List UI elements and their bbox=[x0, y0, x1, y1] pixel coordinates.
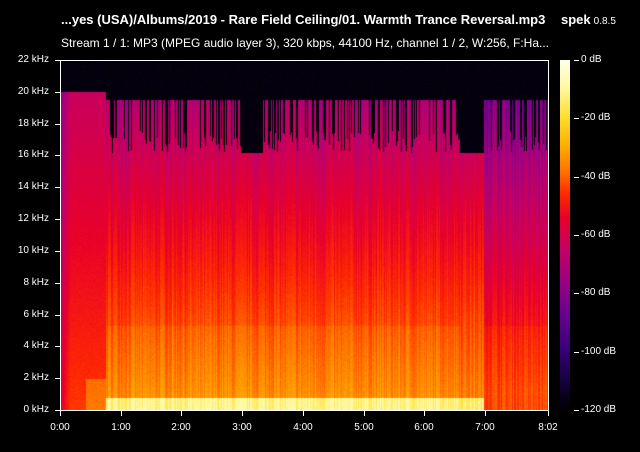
colorbar-tick bbox=[574, 235, 579, 236]
y-tick bbox=[55, 155, 60, 156]
file-title: ...yes (USA)/Albums/2019 - Rare Field Ce… bbox=[61, 12, 546, 27]
x-tick bbox=[242, 411, 243, 416]
colorbar bbox=[560, 60, 570, 411]
y-tick bbox=[55, 92, 60, 93]
colorbar-tick bbox=[574, 352, 579, 353]
y-tick-label: 10 kHz bbox=[17, 245, 49, 256]
stream-info: Stream 1 / 1: MP3 (MPEG audio layer 3), … bbox=[61, 36, 550, 50]
y-tick-label: 18 kHz bbox=[17, 118, 49, 129]
y-tick bbox=[55, 124, 60, 125]
y-tick bbox=[55, 187, 60, 188]
x-tick-label: 0:00 bbox=[50, 422, 70, 433]
colorbar-tick-label: -120 dB bbox=[581, 404, 617, 415]
spectrogram-plot bbox=[60, 60, 549, 411]
y-tick-label: 12 kHz bbox=[17, 213, 49, 224]
y-tick-label: 16 kHz bbox=[17, 149, 49, 160]
y-tick bbox=[55, 315, 60, 316]
y-tick-label: 4 kHz bbox=[23, 340, 49, 351]
title-bar: ...yes (USA)/Albums/2019 - Rare Field Ce… bbox=[0, 12, 640, 30]
y-tick-label: 14 kHz bbox=[17, 181, 49, 192]
x-tick-label: 8:02 bbox=[538, 422, 558, 433]
colorbar-tick bbox=[574, 60, 579, 61]
colorbar-tick bbox=[574, 177, 579, 178]
colorbar-tick-label: 0 dB bbox=[581, 54, 602, 65]
x-tick-label: 2:00 bbox=[171, 422, 191, 433]
y-tick-label: 0 kHz bbox=[23, 404, 49, 415]
x-tick-label: 3:00 bbox=[232, 422, 252, 433]
y-tick-label: 20 kHz bbox=[17, 86, 49, 97]
x-tick-label: 1:00 bbox=[111, 422, 131, 433]
colorbar-tick-label: -40 dB bbox=[581, 171, 611, 182]
x-tick bbox=[548, 411, 549, 416]
y-tick-label: 6 kHz bbox=[23, 309, 49, 320]
x-tick bbox=[60, 411, 61, 416]
y-tick bbox=[55, 219, 60, 220]
y-tick bbox=[55, 410, 60, 411]
app-label: spek 0.8.5 bbox=[561, 12, 616, 27]
y-tick bbox=[55, 346, 60, 347]
colorbar-tick-label: -80 dB bbox=[581, 287, 611, 298]
y-tick bbox=[55, 378, 60, 379]
y-tick-label: 8 kHz bbox=[23, 277, 49, 288]
y-tick-label: 2 kHz bbox=[23, 372, 49, 383]
app-version: 0.8.5 bbox=[593, 16, 616, 27]
x-tick bbox=[121, 411, 122, 416]
x-tick bbox=[364, 411, 365, 416]
x-tick bbox=[181, 411, 182, 416]
x-tick bbox=[485, 411, 486, 416]
colorbar-tick-label: -100 dB bbox=[581, 346, 617, 357]
x-tick-label: 4:00 bbox=[293, 422, 313, 433]
colorbar-tick-label: -60 dB bbox=[581, 229, 611, 240]
y-tick bbox=[55, 60, 60, 61]
x-tick bbox=[424, 411, 425, 416]
colorbar-tick bbox=[574, 293, 579, 294]
x-tick bbox=[303, 411, 304, 416]
colorbar-tick-label: -20 dB bbox=[581, 112, 611, 123]
app-name: spek bbox=[561, 12, 591, 27]
y-tick bbox=[55, 251, 60, 252]
x-tick-label: 6:00 bbox=[414, 422, 434, 433]
colorbar-tick bbox=[574, 118, 579, 119]
colorbar-tick bbox=[574, 410, 579, 411]
x-tick-label: 5:00 bbox=[354, 422, 374, 433]
x-tick-label: 7:00 bbox=[475, 422, 495, 433]
y-tick-label: 22 kHz bbox=[17, 54, 49, 65]
y-tick bbox=[55, 283, 60, 284]
spectrogram-canvas bbox=[60, 60, 549, 411]
